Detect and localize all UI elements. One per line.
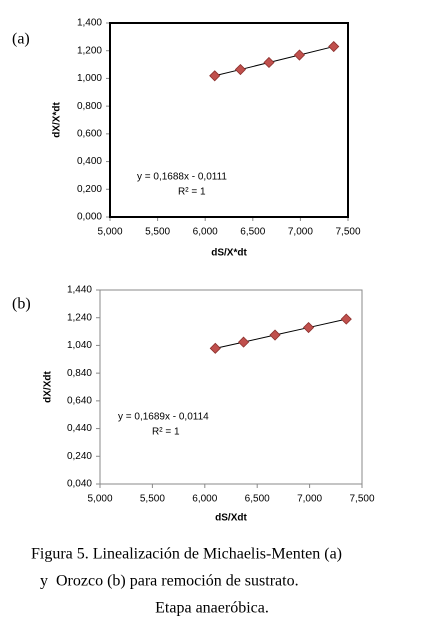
y-tick-label: 0,000 — [77, 212, 102, 223]
x-tick-label: 7,000 — [297, 494, 322, 505]
x-tick-label: 6,000 — [192, 494, 217, 505]
y-tick-label: 1,240 — [67, 312, 92, 323]
y-axis-label: dX/Xdt — [43, 371, 54, 403]
marker — [302, 321, 315, 334]
x-tick-label: 7,000 — [288, 227, 313, 238]
plot-area — [99, 289, 363, 485]
y-tick-label: 0,200 — [77, 184, 102, 195]
y-tick-label: 1,200 — [77, 45, 102, 56]
marker — [293, 49, 306, 61]
y-tick-label: 0,840 — [67, 368, 92, 379]
annotation: y = 0,1689x - 0,0114 — [118, 412, 209, 423]
y-tick-label: 1,040 — [67, 340, 92, 351]
caption: Figura 5. Linealización de Michaelis-Men… — [31, 546, 342, 563]
marker — [269, 329, 281, 341]
y-tick-label: 1,000 — [77, 73, 102, 84]
plot-area — [109, 22, 349, 218]
annotation: y = 0,1688x - 0,0111 — [137, 172, 227, 183]
x-tick-label: 6,500 — [245, 494, 270, 505]
y-tick-label: 0,600 — [77, 128, 102, 139]
y-axis-label: dX/X*dt — [52, 102, 63, 138]
marker — [234, 63, 246, 76]
x-tick-label: 5,000 — [87, 494, 112, 505]
y-tick-label: 1,440 — [67, 285, 92, 296]
panel-label: (b) — [12, 296, 31, 313]
x-tick-label: 7,500 — [335, 227, 360, 238]
y-tick-label: 0,640 — [67, 395, 92, 406]
x-axis-label: dS/X*dt — [211, 248, 247, 259]
annotation: R² = 1 — [152, 427, 180, 438]
annotation: R² = 1 — [178, 187, 206, 198]
y-tick-label: 0,400 — [77, 156, 102, 167]
marker — [238, 336, 250, 348]
y-tick-label: 0,240 — [67, 451, 92, 462]
y-tick-label: 0,040 — [67, 479, 92, 490]
marker — [209, 70, 221, 82]
x-axis-label: dS/Xdt — [215, 513, 247, 524]
caption: y Orozco (b) para remoción de sustrato. — [40, 573, 299, 590]
marker — [328, 40, 340, 53]
caption: Etapa anaeróbica. — [155, 600, 269, 617]
x-tick-label: 5,500 — [140, 494, 165, 505]
x-tick-label: 6,000 — [193, 227, 218, 238]
x-tick-label: 5,000 — [97, 227, 122, 238]
marker — [340, 313, 352, 325]
panel-label: (a) — [12, 31, 30, 48]
x-tick-label: 5,500 — [145, 227, 170, 238]
y-tick-label: 1,400 — [77, 18, 102, 29]
marker — [263, 56, 275, 69]
x-tick-label: 7,500 — [349, 494, 374, 505]
x-tick-label: 6,500 — [240, 227, 265, 238]
marker — [209, 342, 221, 354]
y-tick-label: 0,800 — [77, 101, 102, 112]
y-tick-label: 0,440 — [67, 423, 92, 434]
